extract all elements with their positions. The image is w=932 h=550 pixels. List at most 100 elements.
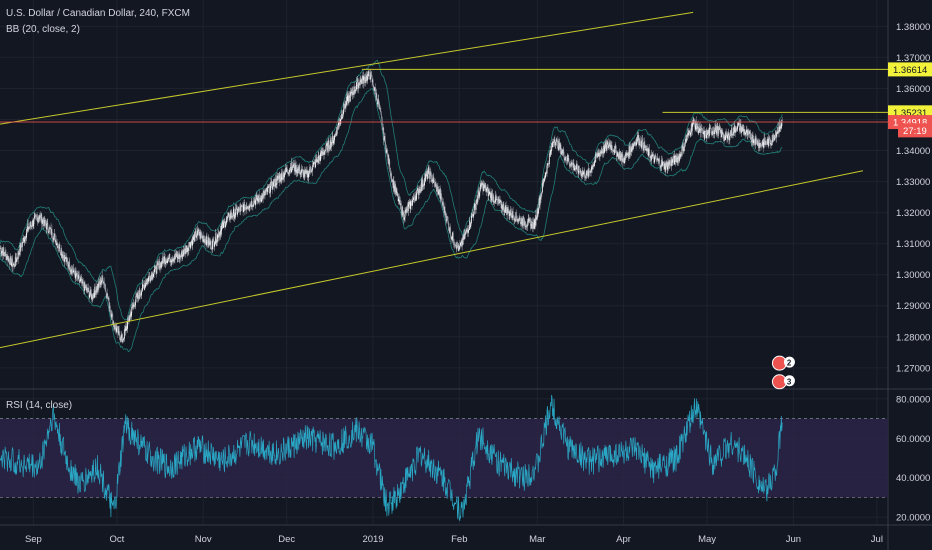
candle-body [482,182,484,192]
candle-body [78,274,80,276]
candle-body [376,93,378,99]
candle-body [112,321,114,325]
candle-body [329,140,331,149]
candle-body [483,184,484,192]
candle-body [213,239,214,241]
candle-body [715,127,716,130]
candle-body [175,256,177,258]
candle-body [75,271,77,275]
candle-body [352,92,354,95]
candle-body [7,255,9,262]
candle-body [377,98,379,104]
candle-body [239,209,241,212]
candle-body [14,256,16,267]
candle-body [447,219,449,221]
candle-body [758,143,760,148]
candle-body [438,189,440,193]
candle-body [242,206,244,207]
candle-body [693,119,695,121]
candle-body [451,236,453,240]
candle-body [228,213,230,220]
candle-body [604,147,605,153]
candle-body [660,166,662,168]
candle-body [436,185,438,192]
candle-body [395,185,397,193]
time-tick-label: Jun [786,534,801,545]
candle-body [467,231,469,234]
candle-body [209,240,211,243]
candle-body [49,228,51,230]
candle-body [697,123,699,128]
candle-body [529,219,531,222]
candle-body [430,171,432,175]
candle-body [272,181,274,187]
candle-body [776,131,778,134]
candle-body [27,223,29,228]
candle-body [91,294,93,300]
candle-body [38,217,39,219]
candle-body [367,74,368,81]
candle-body [477,191,479,196]
candle-body [698,129,700,132]
candle-body [655,155,656,156]
candle-body [760,145,762,146]
candle-body [130,313,132,317]
candle-body [292,165,294,168]
candle-body [547,163,549,165]
candle-body [195,231,197,234]
candle-body [74,272,76,275]
candle-body [103,281,104,284]
candle-body [217,234,218,239]
candle-body [440,193,442,197]
candle-body [155,272,157,274]
candle-body [675,156,677,162]
candle-body [391,174,392,182]
candle-body [583,172,585,174]
candle-body [324,150,326,155]
candle-body [469,220,470,230]
candle-body [50,227,51,230]
candle-body [500,200,502,209]
candle-body [109,306,110,308]
candle-body [540,193,542,200]
candle-body [620,155,622,161]
candle-body [572,163,573,165]
candle-body [414,198,416,199]
candle-body [155,266,157,273]
candle-body [530,221,532,229]
candle-body [474,203,476,205]
candle-body [554,144,556,146]
candle-body [661,159,663,166]
candle-body [774,135,776,141]
candle-body [52,236,53,239]
rsi-indicator-label[interactable]: RSI (14, close) [6,400,73,411]
candle-body [501,204,502,209]
candle-body [567,155,568,162]
candle-body [231,215,233,217]
candle-body [678,156,680,162]
bb-indicator-label[interactable]: BB (20, close, 2) [6,24,80,35]
candle-body [45,225,47,230]
candle-body [226,217,228,221]
candle-body [497,200,499,202]
candle-body [156,264,158,274]
candle-body [466,229,468,232]
symbol-title[interactable]: U.S. Dollar / Canadian Dollar, 240, FXCM [6,8,190,19]
candle-body [163,257,165,264]
candle-body [140,294,141,296]
candle-body [455,244,456,246]
candle-body [188,245,190,251]
candle-body [741,127,743,132]
candle-body [0,248,2,254]
candle-body [452,233,454,237]
candle-body [369,78,371,80]
candle-body [15,256,17,261]
candle-body [563,149,565,157]
candle-body [729,136,731,140]
candle-body [33,224,34,227]
candle-body [257,199,258,201]
candle-body [116,326,118,329]
candle-body [386,149,388,151]
